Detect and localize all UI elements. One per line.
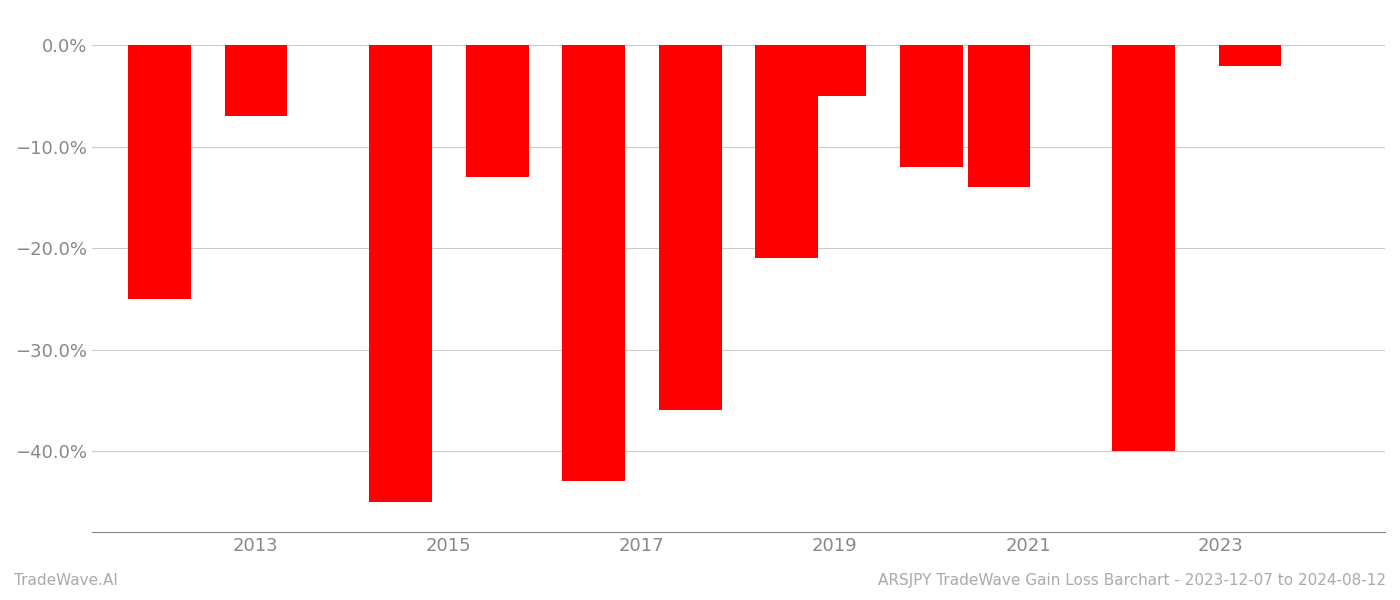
- Bar: [967, 46, 1030, 187]
- Bar: [224, 46, 287, 116]
- Bar: [466, 46, 529, 177]
- Bar: [659, 46, 721, 410]
- Bar: [804, 46, 867, 96]
- Bar: [127, 46, 190, 299]
- Bar: [756, 46, 818, 259]
- Text: TradeWave.AI: TradeWave.AI: [14, 573, 118, 588]
- Bar: [900, 46, 963, 167]
- Text: ARSJPY TradeWave Gain Loss Barchart - 2023-12-07 to 2024-08-12: ARSJPY TradeWave Gain Loss Barchart - 20…: [878, 573, 1386, 588]
- Bar: [1218, 46, 1281, 65]
- Bar: [1113, 46, 1175, 451]
- Bar: [563, 46, 624, 481]
- Bar: [370, 46, 433, 502]
